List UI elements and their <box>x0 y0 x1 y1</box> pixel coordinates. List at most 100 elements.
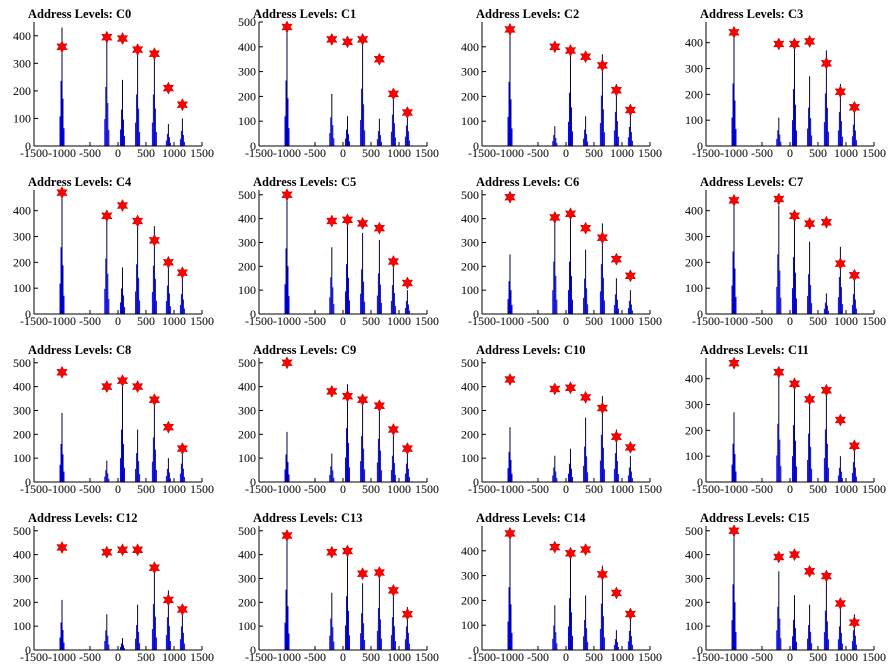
x-tick-label: 1000 <box>610 650 634 664</box>
star-marker <box>131 43 144 57</box>
y-tick-label: 200 <box>13 255 31 269</box>
chart-panel: Address Levels: C10 0 100 200 300 400 500 -1500… <box>461 343 662 496</box>
x-tick-label: 500 <box>362 650 380 664</box>
y-tick-label: 400 <box>238 548 256 562</box>
chart-panel: Address Levels: C15 0 100 200 300 400 500 -1500… <box>685 511 886 664</box>
y-tick-label: 200 <box>461 259 479 273</box>
x-tick-label: 1500 <box>190 482 214 496</box>
y-tick-label: 400 <box>461 40 479 54</box>
star-marker <box>728 193 740 207</box>
star-marker <box>504 22 516 36</box>
x-tick-label: -1500 <box>20 146 48 160</box>
star-marker <box>101 545 113 559</box>
x-tick-label: 500 <box>585 482 603 496</box>
x-tick-label: -1000 <box>496 314 524 328</box>
y-tick-label: 0 <box>473 475 479 489</box>
y-tick-label: 0 <box>473 139 479 153</box>
y-tick-label: 100 <box>685 449 703 463</box>
star-marker <box>356 216 369 230</box>
y-tick-label: 0 <box>697 475 703 489</box>
star-marker <box>596 401 609 415</box>
x-tick-label: 1500 <box>190 146 214 160</box>
star-marker <box>624 103 637 117</box>
star-marker <box>341 213 354 227</box>
star-marker <box>788 548 801 562</box>
star-marker <box>101 209 113 223</box>
chart-panel: Address Levels: C3 0 100 200 300 400 -1500 -100… <box>685 7 886 160</box>
star-marker <box>373 399 386 413</box>
x-tick-label: 1000 <box>162 146 186 160</box>
x-tick-label: 1000 <box>834 650 858 664</box>
star-marker <box>564 546 577 560</box>
star-marker <box>728 25 740 39</box>
star-marker <box>116 198 129 213</box>
star-marker <box>387 583 400 597</box>
y-tick-label: 0 <box>250 475 256 489</box>
y-tick-label: 0 <box>25 643 31 657</box>
star-marker <box>624 607 637 621</box>
x-tick-label: 1000 <box>834 314 858 328</box>
x-tick-label: -1000 <box>48 314 76 328</box>
x-tick-label: 0 <box>787 650 793 664</box>
y-tick-label: 300 <box>685 571 703 585</box>
chart-panel: Address Levels: C12 0 100 200 300 400 500 -1500… <box>13 511 214 664</box>
y-tick-label: 0 <box>25 307 31 321</box>
x-tick-label: -500 <box>751 314 773 328</box>
x-tick-label: 1500 <box>862 314 886 328</box>
x-tick-label: -1000 <box>273 650 301 664</box>
x-tick-label: 1500 <box>415 146 439 160</box>
chart-title: Address Levels: C5 <box>253 175 356 189</box>
y-tick-label: 200 <box>238 89 256 103</box>
x-tick-label: 1000 <box>834 146 858 160</box>
star-marker <box>401 276 414 290</box>
y-tick-label: 300 <box>13 571 31 585</box>
star-marker <box>281 356 293 370</box>
star-marker <box>326 384 338 398</box>
y-tick-label: 200 <box>461 427 479 441</box>
y-tick-label: 400 <box>461 544 479 558</box>
x-tick-label: -1500 <box>245 314 273 328</box>
star-marker <box>176 442 189 456</box>
y-tick-label: 300 <box>238 571 256 585</box>
star-marker <box>401 105 414 120</box>
star-marker <box>341 389 354 403</box>
x-tick-label: 1000 <box>387 146 411 160</box>
star-marker <box>401 607 414 621</box>
x-tick-label: -1000 <box>496 146 524 160</box>
x-tick-label: -500 <box>79 482 101 496</box>
x-tick-label: -500 <box>79 146 101 160</box>
x-tick-label: -1500 <box>245 146 273 160</box>
star-marker <box>773 365 785 379</box>
y-tick-label: 100 <box>461 114 479 128</box>
star-marker <box>162 255 175 269</box>
x-tick-label: -1000 <box>496 650 524 664</box>
y-tick-label: 300 <box>238 235 256 249</box>
y-tick-label: 400 <box>461 380 479 394</box>
star-marker <box>773 37 785 51</box>
x-tick-label: -1500 <box>245 650 273 664</box>
star-marker <box>549 210 561 224</box>
chart-panel: Address Levels: C14 0 100 200 300 400 -1500 -10… <box>461 511 662 664</box>
x-tick-label: 500 <box>585 650 603 664</box>
x-tick-label: 1500 <box>415 314 439 328</box>
star-marker <box>788 377 801 391</box>
star-marker <box>549 382 561 396</box>
y-tick-label: 100 <box>685 619 703 633</box>
y-tick-label: 100 <box>238 619 256 633</box>
star-marker <box>549 40 561 54</box>
x-tick-label: 0 <box>340 146 346 160</box>
star-marker <box>803 392 816 406</box>
x-tick-label: 1000 <box>162 482 186 496</box>
chart-title: Address Levels: C7 <box>700 175 803 189</box>
x-tick-label: -500 <box>527 482 549 496</box>
star-marker <box>148 233 161 247</box>
x-tick-label: 500 <box>809 650 827 664</box>
y-tick-label: 400 <box>685 372 703 386</box>
star-marker <box>56 540 68 555</box>
y-tick-label: 400 <box>685 36 703 50</box>
x-tick-label: 0 <box>563 650 569 664</box>
y-tick-label: 0 <box>473 307 479 321</box>
star-marker <box>820 383 833 397</box>
y-tick-label: 0 <box>697 307 703 321</box>
x-tick-label: 0 <box>115 482 121 496</box>
